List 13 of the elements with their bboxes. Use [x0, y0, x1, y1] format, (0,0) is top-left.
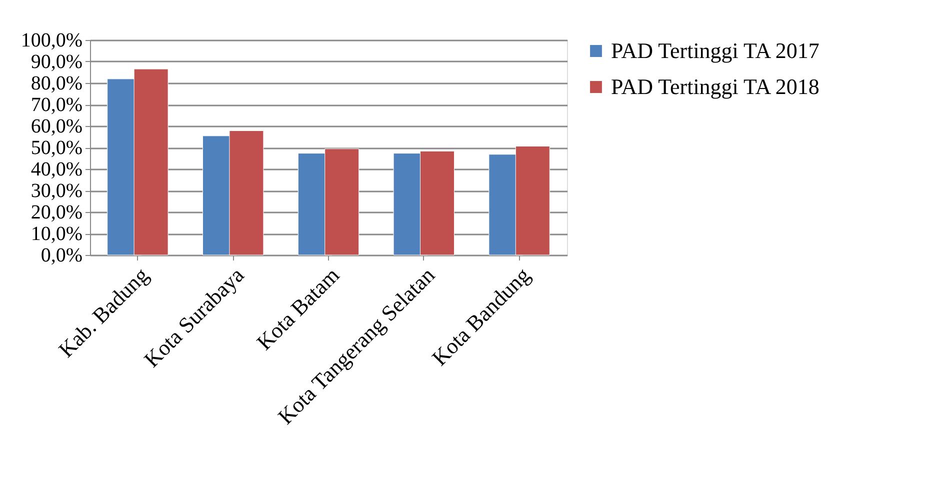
y-tick-label: 30,0%	[30, 180, 82, 202]
y-tick-label: 10,0%	[30, 223, 82, 245]
y-tick-label: 90,0%	[30, 51, 82, 73]
y-tick-label: 50,0%	[30, 137, 82, 159]
legend-label: PAD Tertinggi TA 2017	[611, 38, 820, 63]
y-tick-label: 60,0%	[30, 116, 82, 138]
y-tick-label: 80,0%	[30, 72, 82, 94]
legend-label: PAD Tertinggi TA 2018	[611, 74, 820, 99]
y-tick-label: 0,0%	[40, 244, 82, 266]
y-tick-label: 20,0%	[30, 202, 82, 224]
y-tick-label: 100,0%	[20, 30, 82, 52]
y-tick-label: 40,0%	[30, 158, 82, 180]
y-tick-label: 70,0%	[30, 94, 82, 116]
